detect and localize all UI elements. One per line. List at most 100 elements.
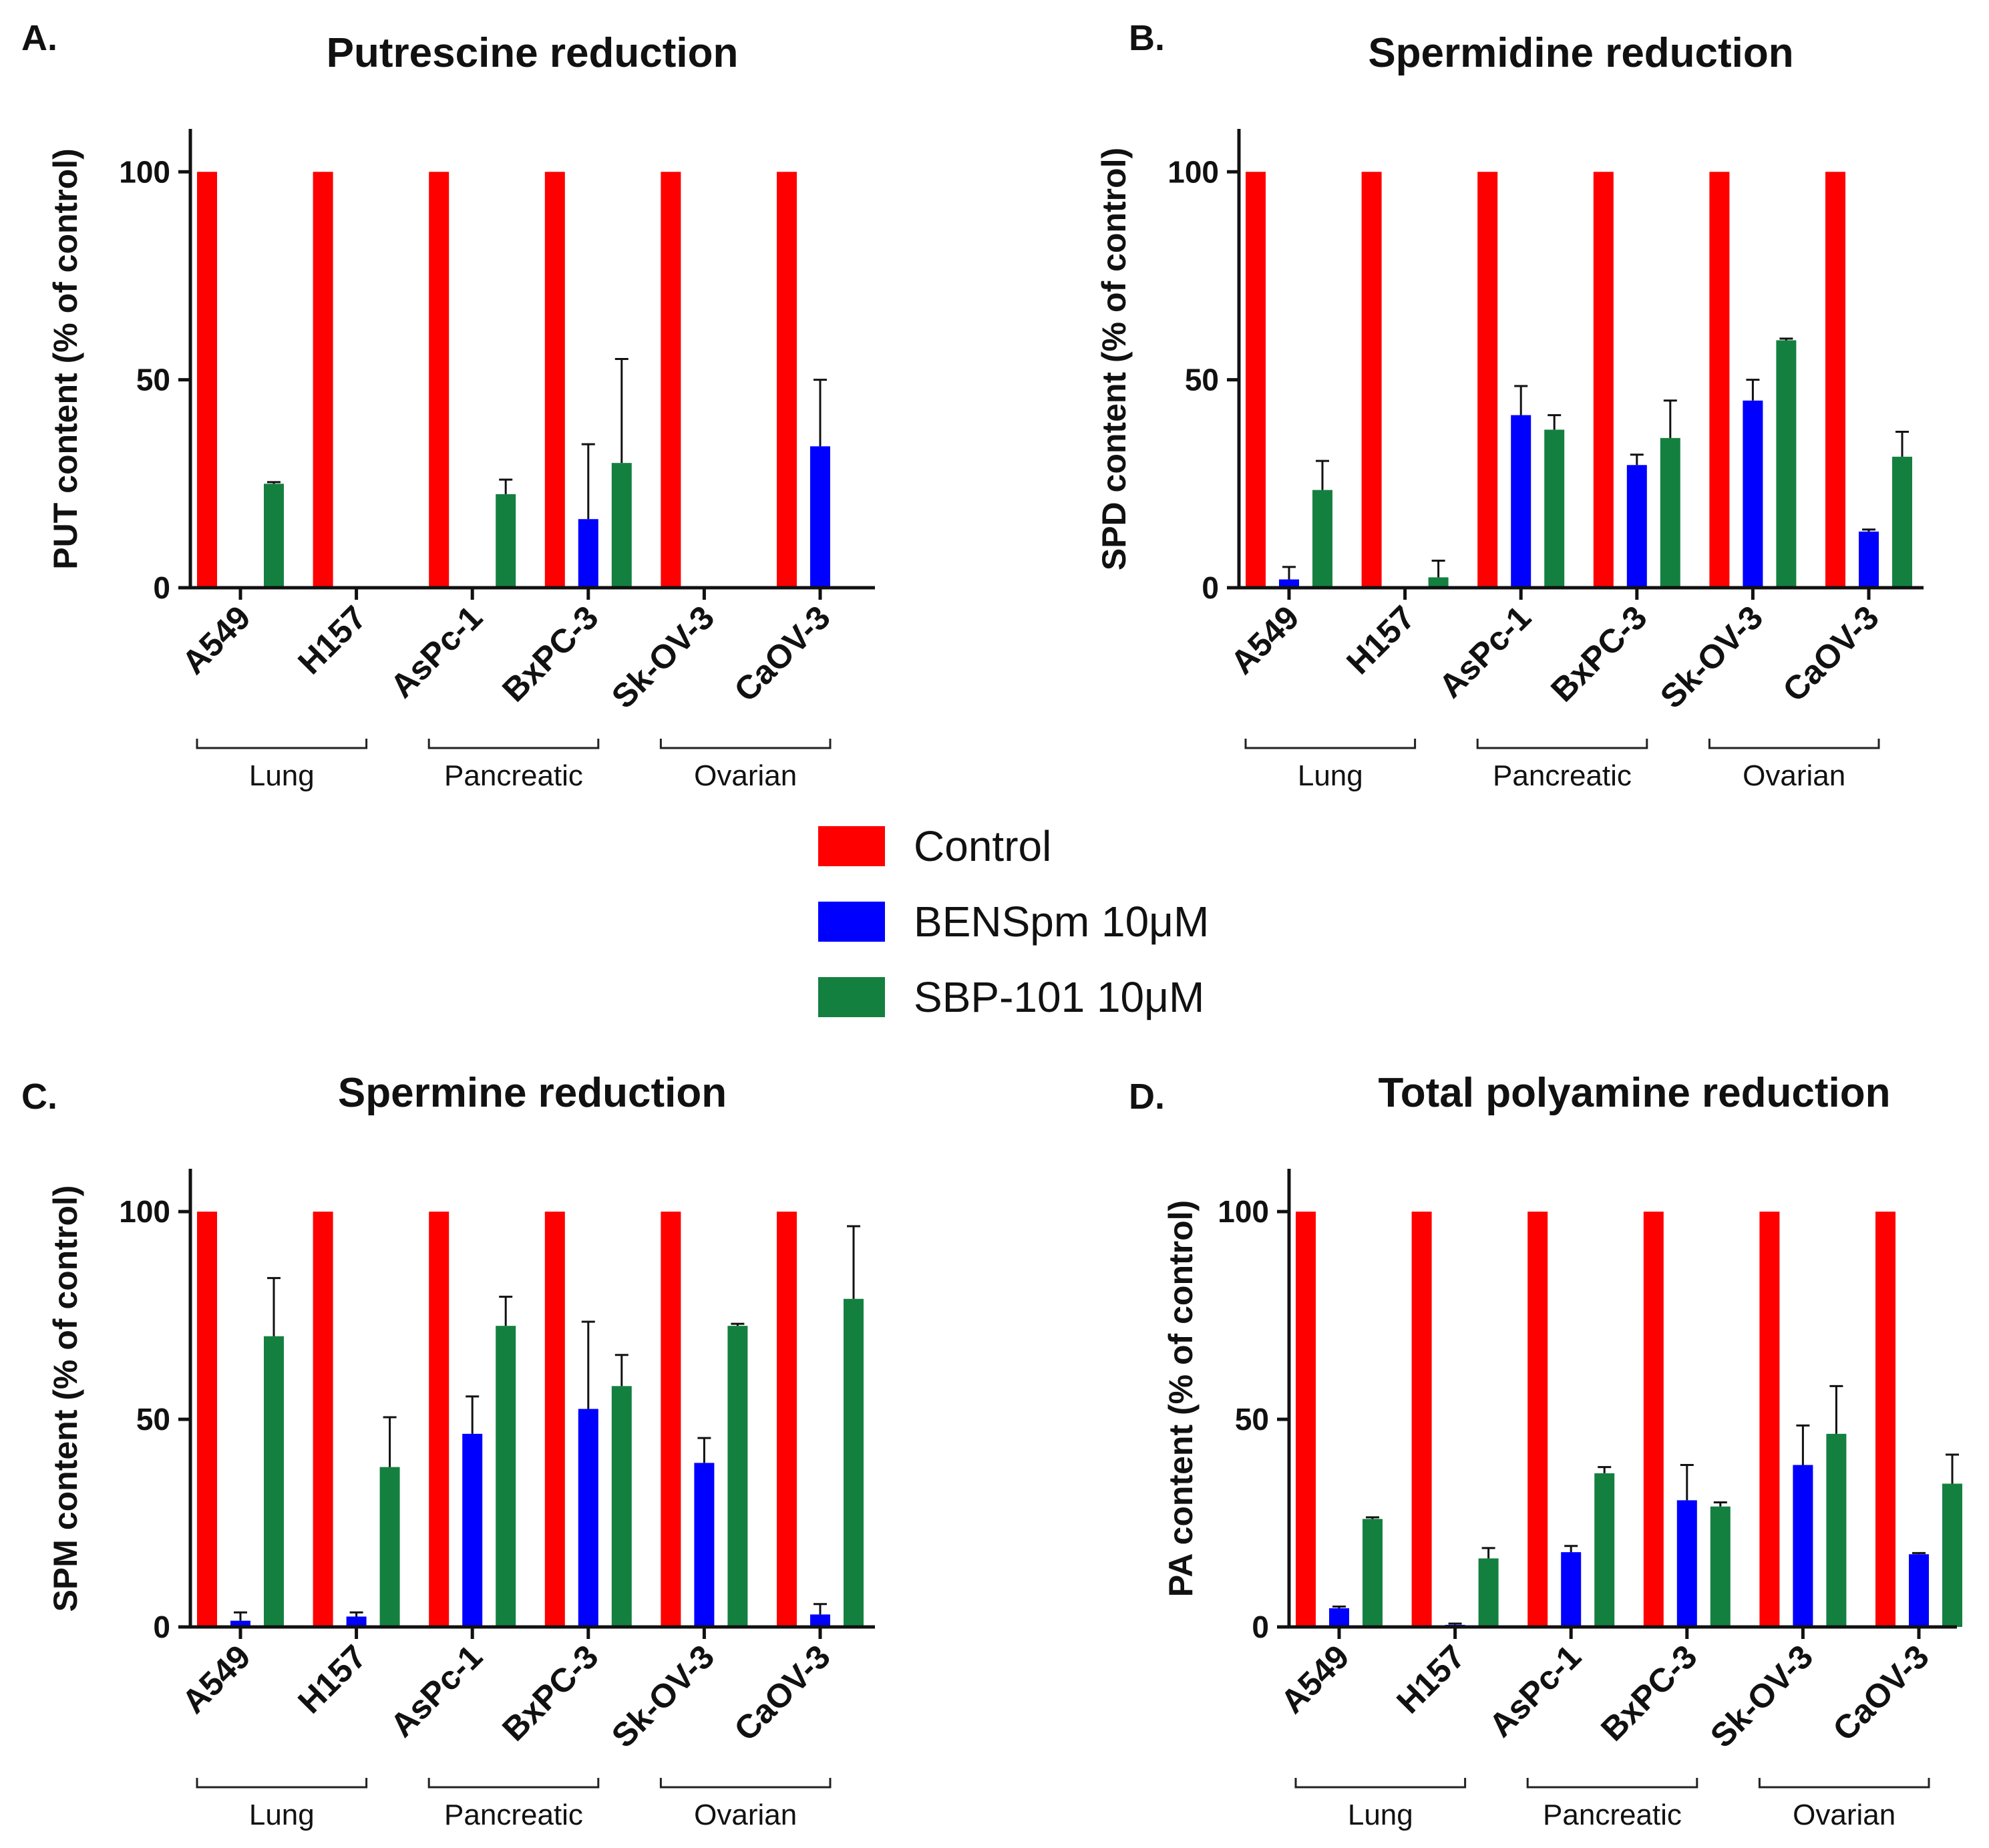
x-tick-label: A549 [1274, 1638, 1357, 1720]
bar-CaOV-3-control [777, 1212, 797, 1627]
x-tick-label: H157 [291, 1638, 373, 1720]
bar-CaOV-3-sbp101 [1892, 456, 1912, 588]
error-bar [267, 481, 281, 484]
error-bar [1548, 414, 1562, 430]
legend-label: Control [914, 822, 1051, 870]
x-tick-label: CaOV-3 [1775, 598, 1885, 709]
error-bar [383, 1416, 397, 1467]
bar-A549-control [1246, 172, 1266, 588]
panel-letter: A. [21, 18, 57, 58]
y-tick-label: 50 [1235, 1402, 1269, 1437]
bar-A549-benspm [1279, 579, 1299, 588]
error-bar [581, 1320, 595, 1409]
error-bar [1796, 1424, 1810, 1465]
x-tick-label: BxPC-3 [1544, 598, 1654, 709]
x-tick-label: H157 [1389, 1638, 1472, 1720]
bar-H157-control [313, 172, 333, 588]
error-bar [349, 1611, 363, 1617]
bar-A549-sbp101 [264, 1336, 284, 1627]
legend-swatch [818, 826, 885, 866]
bar-Sk-OV-3-sbp101 [1826, 1433, 1847, 1627]
bar-CaOV-3-benspm [810, 446, 830, 588]
error-bar [614, 1354, 628, 1387]
bar-A549-benspm [230, 1620, 250, 1627]
group-bracket-pancreatic [1476, 739, 1648, 749]
error-bar [499, 478, 513, 494]
error-bar [234, 1611, 247, 1621]
bar-H157-sbp101 [379, 1467, 400, 1627]
y-tick-label: 0 [1252, 1610, 1269, 1644]
bar-Sk-OV-3-sbp101 [727, 1326, 748, 1627]
bar-CaOV-3-benspm [1859, 531, 1879, 588]
panel-letter: D. [1129, 1077, 1165, 1117]
bar-AsPc-1-sbp101 [1594, 1473, 1615, 1627]
y-axis-label: SPD content (% of control) [1095, 148, 1133, 570]
bar-A549-sbp101 [1363, 1519, 1383, 1627]
bar-A549-sbp101 [1312, 490, 1332, 588]
y-tick-label: 0 [1202, 570, 1219, 605]
group-bracket-pancreatic [427, 739, 600, 749]
bar-BxPC-3-sbp101 [1710, 1506, 1731, 1627]
bar-H157-control [313, 1212, 333, 1627]
bar-AsPc-1-control [1477, 172, 1498, 588]
y-tick-label: 100 [1218, 1194, 1269, 1229]
bar-CaOV-3-sbp101 [1942, 1483, 1962, 1627]
bar-A549-benspm [1329, 1608, 1349, 1627]
group-bracket-lung [1294, 1778, 1467, 1789]
y-axis-label: SPM content (% of control) [47, 1185, 84, 1612]
x-tick-label: AsPc-1 [383, 598, 490, 705]
group-label: Pancreatic [1543, 1799, 1682, 1831]
error-bar [1630, 453, 1644, 466]
group-label: Lung [249, 759, 315, 792]
error-bar [1779, 337, 1793, 341]
bar-H157-sbp101 [1428, 577, 1449, 588]
error-bar [1316, 459, 1329, 490]
bar-BxPC-3-sbp101 [1660, 437, 1680, 588]
axes [1237, 129, 1924, 590]
chart-panel-a: A. Putrescine reduction PUT content (% of … [21, 18, 875, 792]
error-bar [1829, 1384, 1843, 1434]
bar-A549-control [197, 1212, 217, 1627]
bar-H157-control [1411, 1212, 1432, 1627]
error-bar [1912, 1551, 1926, 1555]
bar-AsPc-1-control [429, 1212, 449, 1627]
bar-AsPc-1-benspm [1561, 1552, 1582, 1627]
bar-CaOV-3-control [1875, 1212, 1895, 1627]
x-tick-label: BxPC-3 [1594, 1638, 1704, 1748]
bar-AsPc-1-control [429, 172, 449, 588]
group-label: Lung [1298, 759, 1363, 792]
x-tick-label: Sk-OV-3 [604, 598, 721, 715]
group-label: Ovarian [1743, 759, 1845, 792]
group-label: Lung [249, 1799, 315, 1831]
bar-Sk-OV-3-control [661, 1212, 681, 1627]
error-bar [847, 1225, 860, 1299]
group-label: Pancreatic [444, 759, 583, 792]
y-tick-label: 50 [1185, 363, 1219, 397]
bar-BxPC-3-benspm [578, 519, 598, 588]
y-tick-label: 100 [1167, 154, 1219, 189]
group-label: Lung [1348, 1799, 1413, 1831]
error-bar [1713, 1501, 1727, 1507]
group-bracket-ovarian [659, 739, 832, 749]
x-tick-label: Sk-OV-3 [1703, 1638, 1820, 1754]
bar-AsPc-1-sbp101 [1544, 429, 1565, 588]
group-label: Ovarian [694, 759, 797, 792]
bar-BxPC-3-control [544, 172, 565, 588]
bar-Sk-OV-3-control [661, 172, 681, 588]
error-bar [1746, 379, 1760, 401]
group-bracket-ovarian [1758, 1778, 1930, 1789]
bar-AsPc-1-benspm [462, 1433, 483, 1627]
y-tick-label: 0 [153, 570, 170, 605]
group-bracket-lung [196, 739, 368, 749]
error-bar [813, 379, 827, 447]
x-tick-label: A549 [1224, 598, 1306, 681]
error-bar [1862, 528, 1875, 532]
panel-letter: B. [1129, 18, 1165, 58]
x-tick-label: BxPC-3 [495, 1638, 605, 1748]
chart-panel-d: D. Total polyamine reduction PA content (%… [1129, 1070, 1962, 1831]
bar-A549-control [1296, 1212, 1316, 1627]
group-bracket-pancreatic [427, 1778, 600, 1789]
error-bar [1448, 1622, 1462, 1625]
group-bracket-pancreatic [1526, 1778, 1698, 1789]
chart-panel-c: C. Spermine reduction SPM content (% of co… [21, 1070, 875, 1831]
